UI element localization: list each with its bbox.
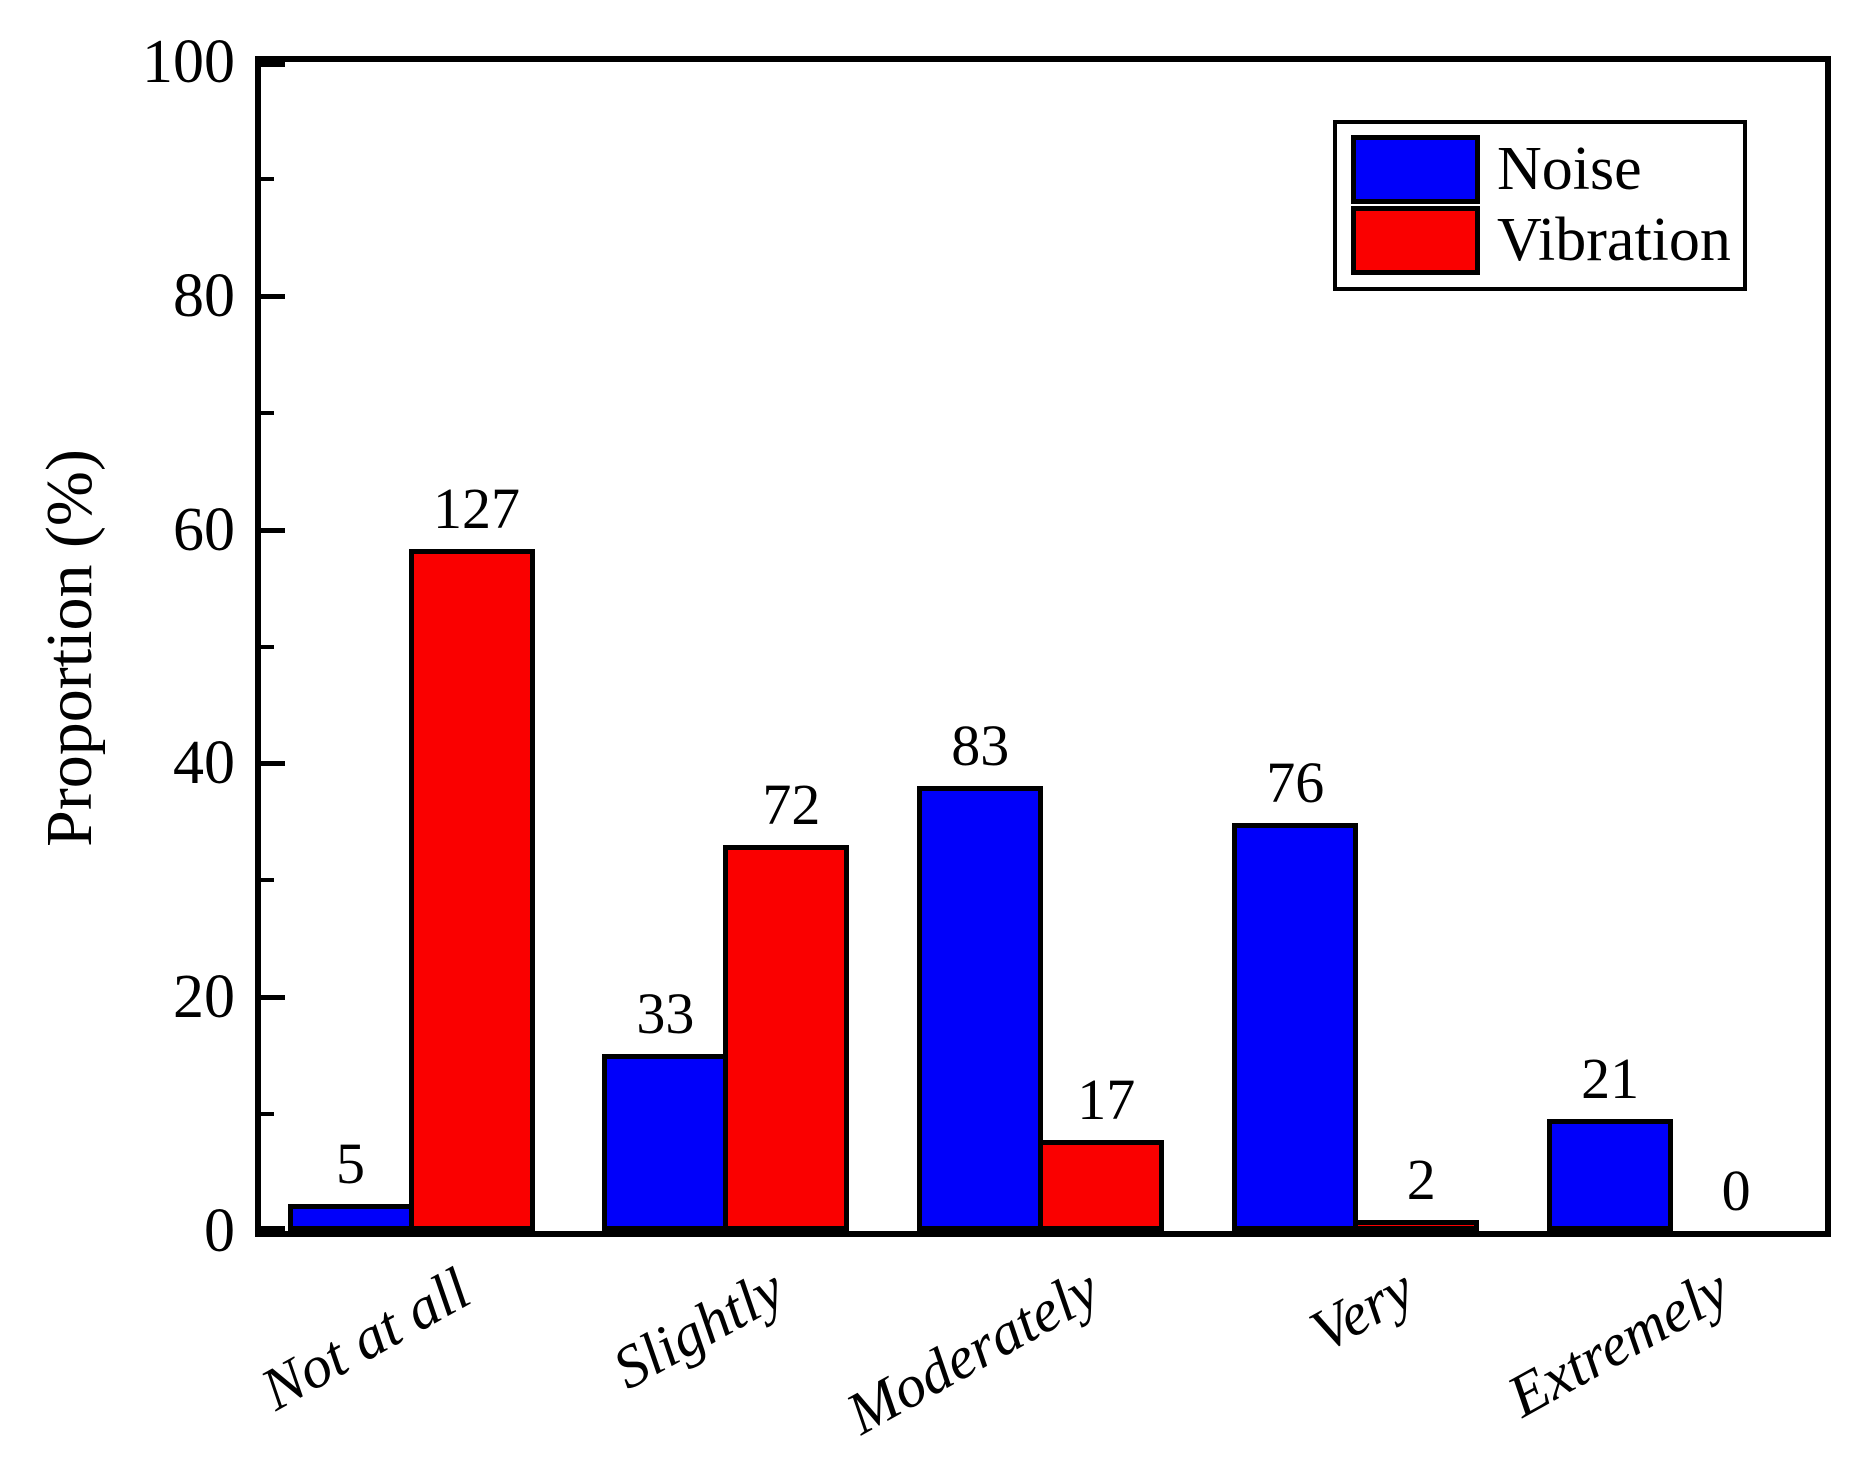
bar-noise-very <box>1232 823 1359 1231</box>
legend-label-vibration: Vibration <box>1497 206 1731 274</box>
bar-value-label-noise-extremely: 21 <box>1581 1046 1640 1111</box>
bar-value-label-vibration-slightly: 72 <box>762 772 821 837</box>
legend-label-noise: Noise <box>1497 135 1642 203</box>
bar-noise-not-at-all <box>287 1204 414 1231</box>
legend-entry-vibration: Vibration <box>1351 205 1737 275</box>
bar-value-label-vibration-moderately: 17 <box>1077 1067 1136 1132</box>
bar-vibration-very <box>1353 1220 1480 1231</box>
x-tick-label-not-at-all: Not at all <box>249 1255 481 1423</box>
y-major-tick-100 <box>261 62 285 67</box>
y-minor-tick-10 <box>261 1112 274 1117</box>
bar-vibration-moderately <box>1038 1140 1165 1231</box>
y-major-tick-60 <box>261 527 285 533</box>
bar-vibration-not-at-all <box>408 549 535 1231</box>
y-major-tick-80 <box>261 293 285 299</box>
legend-entry-noise: Noise <box>1351 134 1737 204</box>
y-minor-tick-50 <box>261 644 274 649</box>
y-major-tick-40 <box>261 761 285 767</box>
y-major-tick-20 <box>261 995 285 1001</box>
y-minor-tick-30 <box>261 878 274 883</box>
y-tick-label-80: 80 <box>173 261 235 330</box>
legend: Noise Vibration <box>1333 120 1747 291</box>
bar-value-label-vibration-extremely: 0 <box>1721 1158 1751 1223</box>
bar-value-label-vibration-not-at-all: 127 <box>433 476 520 541</box>
y-minor-tick-70 <box>261 410 274 415</box>
y-tick-label-40: 40 <box>173 729 235 798</box>
y-tick-label-0: 0 <box>204 1197 235 1265</box>
bar-value-label-noise-very: 76 <box>1266 750 1325 815</box>
bar-noise-moderately <box>917 786 1044 1231</box>
bar-value-label-noise-slightly: 33 <box>636 981 695 1046</box>
bar-value-label-noise-not-at-all: 5 <box>336 1131 365 1196</box>
y-major-tick-0 <box>261 1226 285 1231</box>
legend-swatch-vibration <box>1351 205 1480 275</box>
y-tick-label-100: 100 <box>142 28 235 96</box>
bar-vibration-slightly <box>723 845 850 1231</box>
y-axis-title: Proportion (%) <box>33 449 106 847</box>
y-minor-tick-90 <box>261 176 274 181</box>
y-tick-label-60: 60 <box>173 495 235 564</box>
bar-value-label-vibration-very: 2 <box>1406 1147 1436 1212</box>
bar-noise-extremely <box>1547 1119 1674 1231</box>
legend-swatch-noise <box>1351 134 1480 204</box>
bar-value-label-noise-moderately: 83 <box>951 713 1010 778</box>
bar-noise-slightly <box>602 1054 729 1231</box>
y-tick-label-20: 20 <box>173 963 235 1032</box>
